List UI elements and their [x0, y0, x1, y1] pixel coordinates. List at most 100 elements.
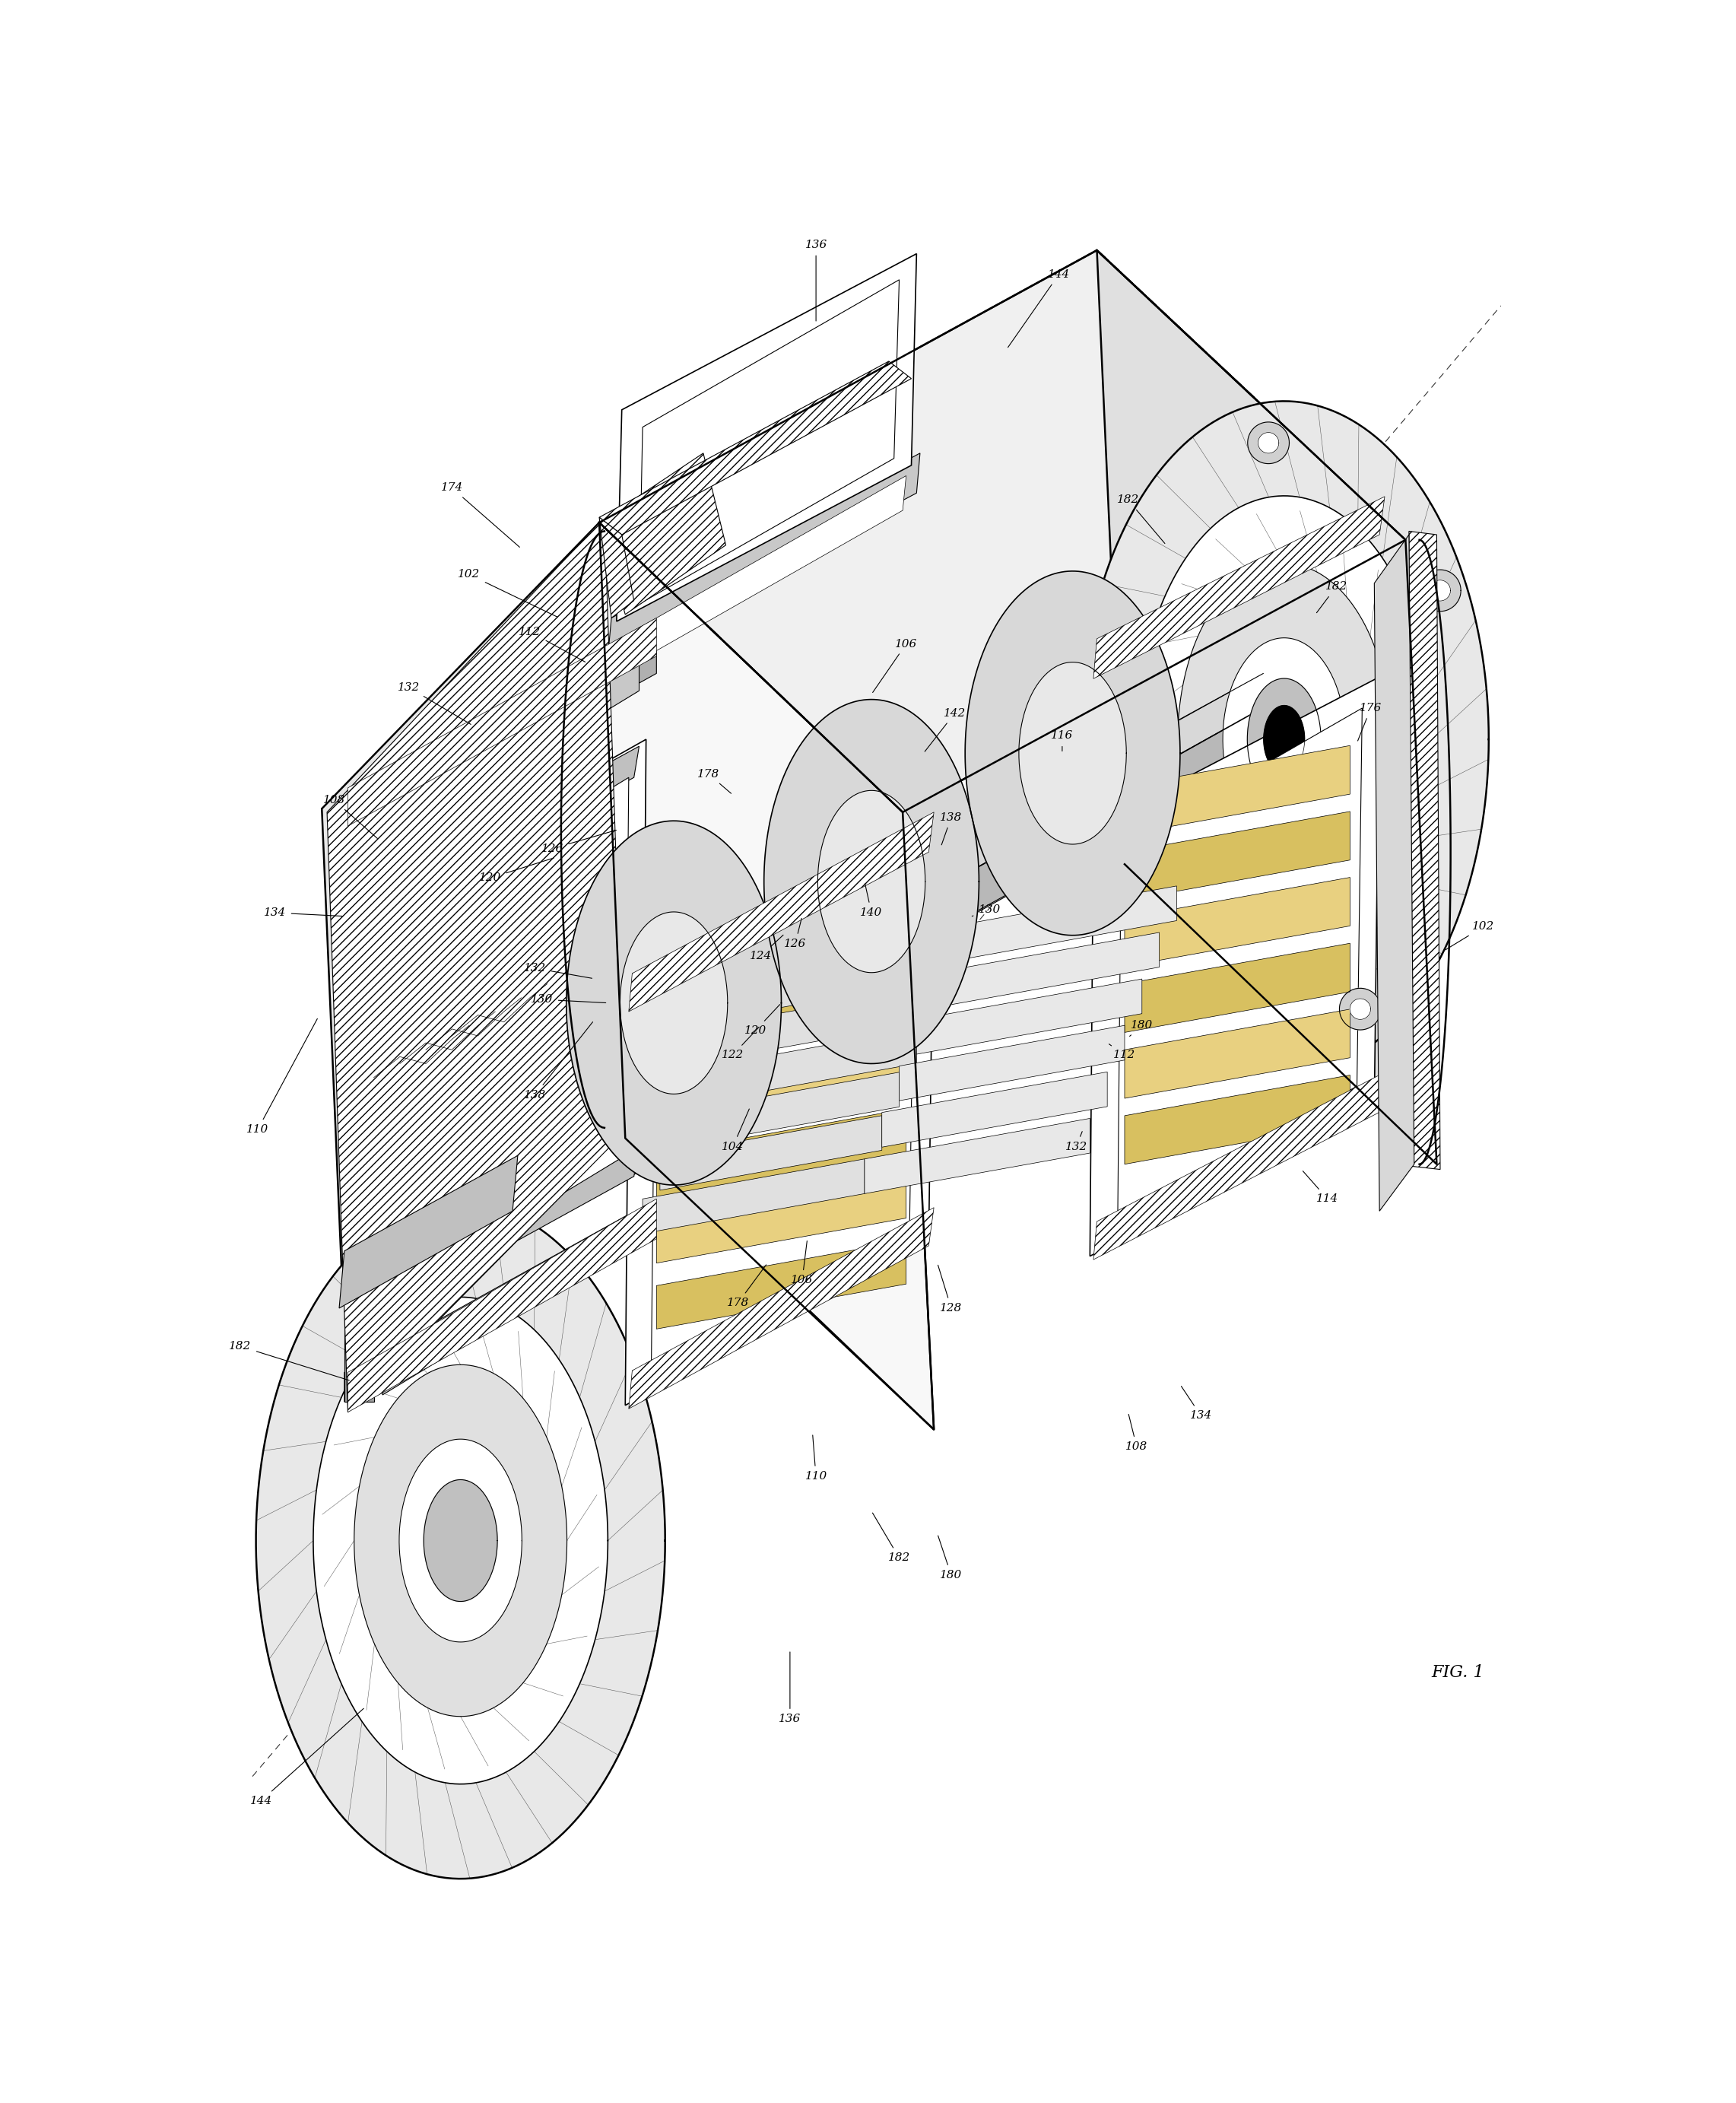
Polygon shape — [677, 1073, 899, 1146]
Text: 102: 102 — [1446, 921, 1495, 951]
Polygon shape — [326, 517, 625, 1413]
Polygon shape — [347, 618, 656, 826]
Polygon shape — [403, 1073, 621, 1144]
Text: 180: 180 — [1130, 1020, 1153, 1037]
Polygon shape — [865, 1119, 1090, 1195]
Text: 132: 132 — [398, 681, 470, 723]
Text: 178: 178 — [698, 770, 731, 793]
Text: 114: 114 — [1302, 1171, 1338, 1205]
Polygon shape — [1094, 496, 1385, 679]
Polygon shape — [344, 650, 656, 848]
Polygon shape — [1125, 812, 1351, 900]
Text: 108: 108 — [323, 795, 377, 839]
Polygon shape — [628, 1207, 934, 1409]
Text: 182: 182 — [873, 1512, 910, 1563]
Text: 180: 180 — [937, 1535, 962, 1581]
Polygon shape — [628, 475, 906, 667]
Polygon shape — [403, 959, 621, 1028]
Polygon shape — [312, 1298, 608, 1783]
Polygon shape — [656, 1108, 906, 1197]
Text: 128: 128 — [937, 1266, 962, 1314]
Polygon shape — [1351, 999, 1371, 1020]
Text: 112: 112 — [1109, 1043, 1135, 1060]
Polygon shape — [1125, 944, 1351, 1033]
Polygon shape — [413, 1146, 639, 1298]
Text: 120: 120 — [745, 1005, 779, 1037]
Polygon shape — [642, 1159, 865, 1234]
Text: 116: 116 — [1050, 730, 1073, 751]
Polygon shape — [1177, 564, 1391, 915]
Text: 144: 144 — [1009, 269, 1069, 347]
Polygon shape — [660, 1115, 882, 1190]
Polygon shape — [344, 1199, 656, 1403]
Polygon shape — [1118, 709, 1363, 1222]
Text: 122: 122 — [722, 1026, 759, 1060]
Polygon shape — [599, 362, 911, 534]
Polygon shape — [403, 740, 646, 1304]
Polygon shape — [382, 662, 639, 848]
Text: 142: 142 — [925, 709, 965, 751]
Polygon shape — [1094, 820, 1135, 862]
Text: FIG. 1: FIG. 1 — [1430, 1663, 1484, 1680]
Polygon shape — [651, 879, 915, 1373]
Text: 112: 112 — [519, 627, 585, 662]
Text: 132: 132 — [1064, 1131, 1087, 1152]
Text: 138: 138 — [941, 812, 962, 845]
Polygon shape — [1125, 1009, 1351, 1098]
Polygon shape — [1104, 831, 1125, 852]
Polygon shape — [899, 1026, 1125, 1100]
Polygon shape — [517, 713, 1264, 1165]
Polygon shape — [1420, 570, 1462, 612]
Polygon shape — [656, 1176, 906, 1264]
Polygon shape — [403, 843, 621, 915]
Polygon shape — [620, 913, 727, 1094]
Text: 134: 134 — [264, 906, 342, 919]
Polygon shape — [403, 921, 621, 991]
Polygon shape — [1090, 677, 1380, 1255]
Text: 144: 144 — [250, 1708, 363, 1806]
Polygon shape — [1125, 747, 1351, 835]
Text: 136: 136 — [779, 1653, 800, 1724]
Polygon shape — [255, 1203, 665, 1878]
Text: 102: 102 — [458, 570, 557, 616]
Text: 126: 126 — [785, 919, 806, 948]
Polygon shape — [1125, 877, 1351, 967]
Polygon shape — [656, 1043, 906, 1131]
Text: 106: 106 — [873, 639, 917, 692]
Text: 182: 182 — [1316, 580, 1347, 612]
Polygon shape — [599, 522, 934, 1430]
Text: 110: 110 — [806, 1434, 826, 1483]
Polygon shape — [656, 911, 906, 999]
Polygon shape — [1259, 433, 1279, 454]
Polygon shape — [917, 978, 1142, 1054]
Polygon shape — [1248, 423, 1290, 463]
Polygon shape — [934, 932, 1160, 1007]
Text: 182: 182 — [229, 1342, 349, 1380]
Polygon shape — [1125, 1075, 1351, 1165]
Polygon shape — [382, 1211, 639, 1394]
Polygon shape — [656, 1241, 906, 1329]
Polygon shape — [599, 517, 634, 618]
Polygon shape — [1097, 250, 1437, 1165]
Polygon shape — [403, 1035, 621, 1106]
Text: 124: 124 — [750, 936, 783, 961]
Polygon shape — [403, 997, 621, 1066]
Polygon shape — [1094, 1073, 1385, 1260]
Polygon shape — [382, 822, 403, 1367]
Polygon shape — [625, 848, 934, 1405]
Text: 182: 182 — [1116, 494, 1165, 543]
Text: 134: 134 — [1180, 1386, 1212, 1422]
Polygon shape — [1375, 534, 1415, 1211]
Text: 132: 132 — [524, 963, 592, 978]
Polygon shape — [656, 978, 906, 1066]
Polygon shape — [882, 1073, 1108, 1146]
Polygon shape — [639, 280, 899, 604]
Polygon shape — [951, 885, 1177, 961]
Text: 130: 130 — [972, 904, 1000, 917]
Polygon shape — [347, 1199, 656, 1413]
Polygon shape — [354, 1365, 568, 1716]
Text: 140: 140 — [861, 883, 882, 919]
Polygon shape — [399, 1438, 523, 1642]
Polygon shape — [566, 820, 781, 1184]
Polygon shape — [1410, 532, 1441, 1169]
